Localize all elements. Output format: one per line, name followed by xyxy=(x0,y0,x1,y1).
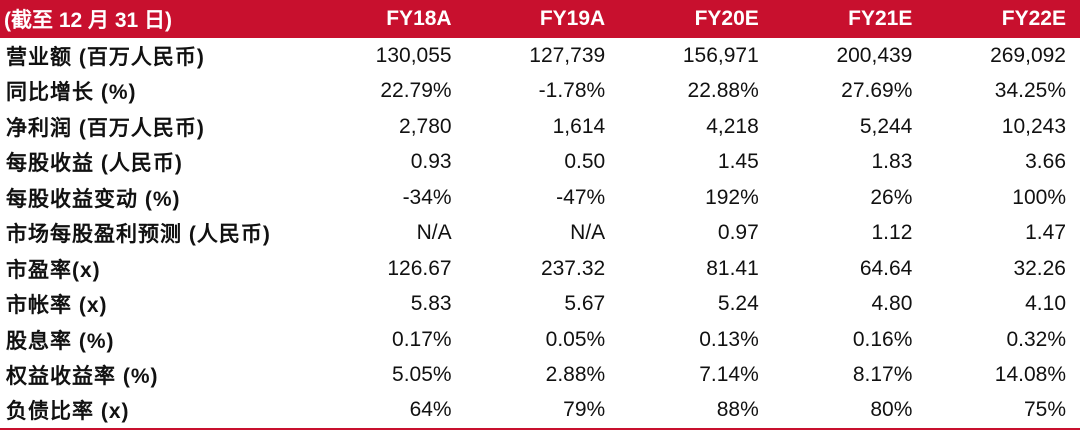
row-label: 市场每股盈利预测 (人民币) xyxy=(6,223,271,247)
table-cell: 10,243 xyxy=(1001,114,1066,138)
header-fy18a: FY18A xyxy=(386,7,452,30)
table-cell: -1.78% xyxy=(538,79,606,103)
table-cell: 27.69% xyxy=(841,79,913,103)
table-cell: 130,055 xyxy=(375,43,452,67)
table-row: 股息率 (%) 0.17% 0.05% 0.13% 0.16% 0.32% xyxy=(0,322,1080,358)
header-period-label: (截至 12 月 31 日) xyxy=(4,9,173,32)
table-cell: N/A xyxy=(416,221,452,245)
table-cell: -34% xyxy=(402,185,452,209)
table-cell: 7.14% xyxy=(699,363,759,387)
table-body: 营业额 (百万人民币) 130,055 127,739 156,971 200,439 2… xyxy=(0,38,1080,430)
table-cell: 0.93 xyxy=(410,150,452,174)
table-cell: 127,739 xyxy=(529,43,606,67)
table-cell: 75% xyxy=(926,393,1080,430)
table-cell: 32.26 xyxy=(1013,256,1066,280)
header-fy21e: FY21E xyxy=(848,7,913,30)
table-cell: 5.83 xyxy=(410,292,452,316)
table-cell: 200,439 xyxy=(836,43,913,67)
row-label: 负债比率 (x) xyxy=(0,393,312,430)
row-label: 净利润 (百万人民币) xyxy=(6,116,205,140)
row-label: 每股收益变动 (%) xyxy=(6,187,181,211)
table-cell: 26% xyxy=(870,185,913,209)
table-cell: 1.45 xyxy=(717,150,759,174)
table-row: 每股收益 (人民币) 0.93 0.50 1.45 1.83 3.66 xyxy=(0,145,1080,181)
table-cell: 0.97 xyxy=(717,221,759,245)
row-label: 每股收益 (人民币) xyxy=(6,152,183,176)
table-cell: 126.67 xyxy=(387,256,452,280)
table-cell: 0.13% xyxy=(699,327,759,351)
table-cell: 2.88% xyxy=(545,363,606,387)
table-cell: 5.24 xyxy=(717,292,759,316)
table-row: 净利润 (百万人民币) 2,780 1,614 4,218 5,244 10,243 xyxy=(0,109,1080,145)
row-label: 股息率 (%) xyxy=(6,329,115,353)
table-cell: 5.05% xyxy=(392,363,452,387)
table-cell: 1.12 xyxy=(871,221,913,245)
table-cell: 0.16% xyxy=(852,327,913,351)
table-cell: -47% xyxy=(556,185,606,209)
row-label: 同比增长 (%) xyxy=(6,81,137,105)
table-row: 负债比率 (x) 64% 79% 88% 80% 75% xyxy=(0,393,1080,430)
table-cell: 0.17% xyxy=(392,327,452,351)
table-cell: 1.47 xyxy=(1025,221,1066,245)
table-row: 每股收益变动 (%) -34% -47% 192% 26% 100% xyxy=(0,180,1080,216)
table-cell: 0.05% xyxy=(545,327,606,351)
table-cell: 1.83 xyxy=(871,150,913,174)
row-label: 市帐率 (x) xyxy=(6,294,108,318)
header-fy19a: FY19A xyxy=(539,7,606,30)
table-cell: 3.66 xyxy=(1025,150,1066,174)
table-header-row: (截至 12 月 31 日) FY18A FY19A FY20E FY21E F… xyxy=(0,0,1080,38)
row-label: 市盈率(x) xyxy=(6,258,101,282)
table-cell: 156,971 xyxy=(682,43,759,67)
table-cell: 5,244 xyxy=(859,114,913,138)
table-row: 同比增长 (%) 22.79% -1.78% 22.88% 27.69% 34.25% xyxy=(0,74,1080,110)
table-cell: 64% xyxy=(312,393,466,430)
table-cell: N/A xyxy=(570,221,606,245)
header-fy22e: FY22E xyxy=(1001,7,1066,30)
table-row: 市盈率(x) 126.67 237.32 81.41 64.64 32.26 xyxy=(0,251,1080,287)
table-cell: 237.32 xyxy=(540,256,606,280)
table-cell: 22.88% xyxy=(687,79,759,103)
header-fy20e: FY20E xyxy=(694,7,759,30)
table-cell: 2,780 xyxy=(399,114,452,138)
row-label: 营业额 (百万人民币) xyxy=(6,45,205,69)
table-cell: 192% xyxy=(705,185,759,209)
table-cell: 0.50 xyxy=(564,150,606,174)
table-cell: 4,218 xyxy=(706,114,759,138)
table-row: 市帐率 (x) 5.83 5.67 5.24 4.80 4.10 xyxy=(0,287,1080,323)
table-cell: 4.10 xyxy=(1025,292,1066,316)
table-cell: 81.41 xyxy=(706,256,759,280)
table-cell: 88% xyxy=(619,393,773,430)
table-cell: 14.08% xyxy=(994,363,1066,387)
table-cell: 34.25% xyxy=(994,79,1066,103)
table-row: 营业额 (百万人民币) 130,055 127,739 156,971 200,439 2… xyxy=(0,38,1080,74)
table-cell: 8.17% xyxy=(852,363,913,387)
table-cell: 1,614 xyxy=(552,114,606,138)
table-cell: 5.67 xyxy=(564,292,606,316)
table-cell: 4.80 xyxy=(871,292,913,316)
table-cell: 79% xyxy=(465,393,620,430)
table-cell: 80% xyxy=(772,393,927,430)
table-cell: 0.32% xyxy=(1006,327,1066,351)
table-row: 权益收益率 (%) 5.05% 2.88% 7.14% 8.17% 14.08% xyxy=(0,358,1080,394)
table-cell: 269,092 xyxy=(990,43,1066,67)
table-cell: 22.79% xyxy=(380,79,452,103)
table-cell: 64.64 xyxy=(859,256,913,280)
row-label: 权益收益率 (%) xyxy=(6,365,159,389)
table-row: 市场每股盈利预测 (人民币) N/A N/A 0.97 1.12 1.47 xyxy=(0,216,1080,252)
table-cell: 100% xyxy=(1012,185,1066,209)
